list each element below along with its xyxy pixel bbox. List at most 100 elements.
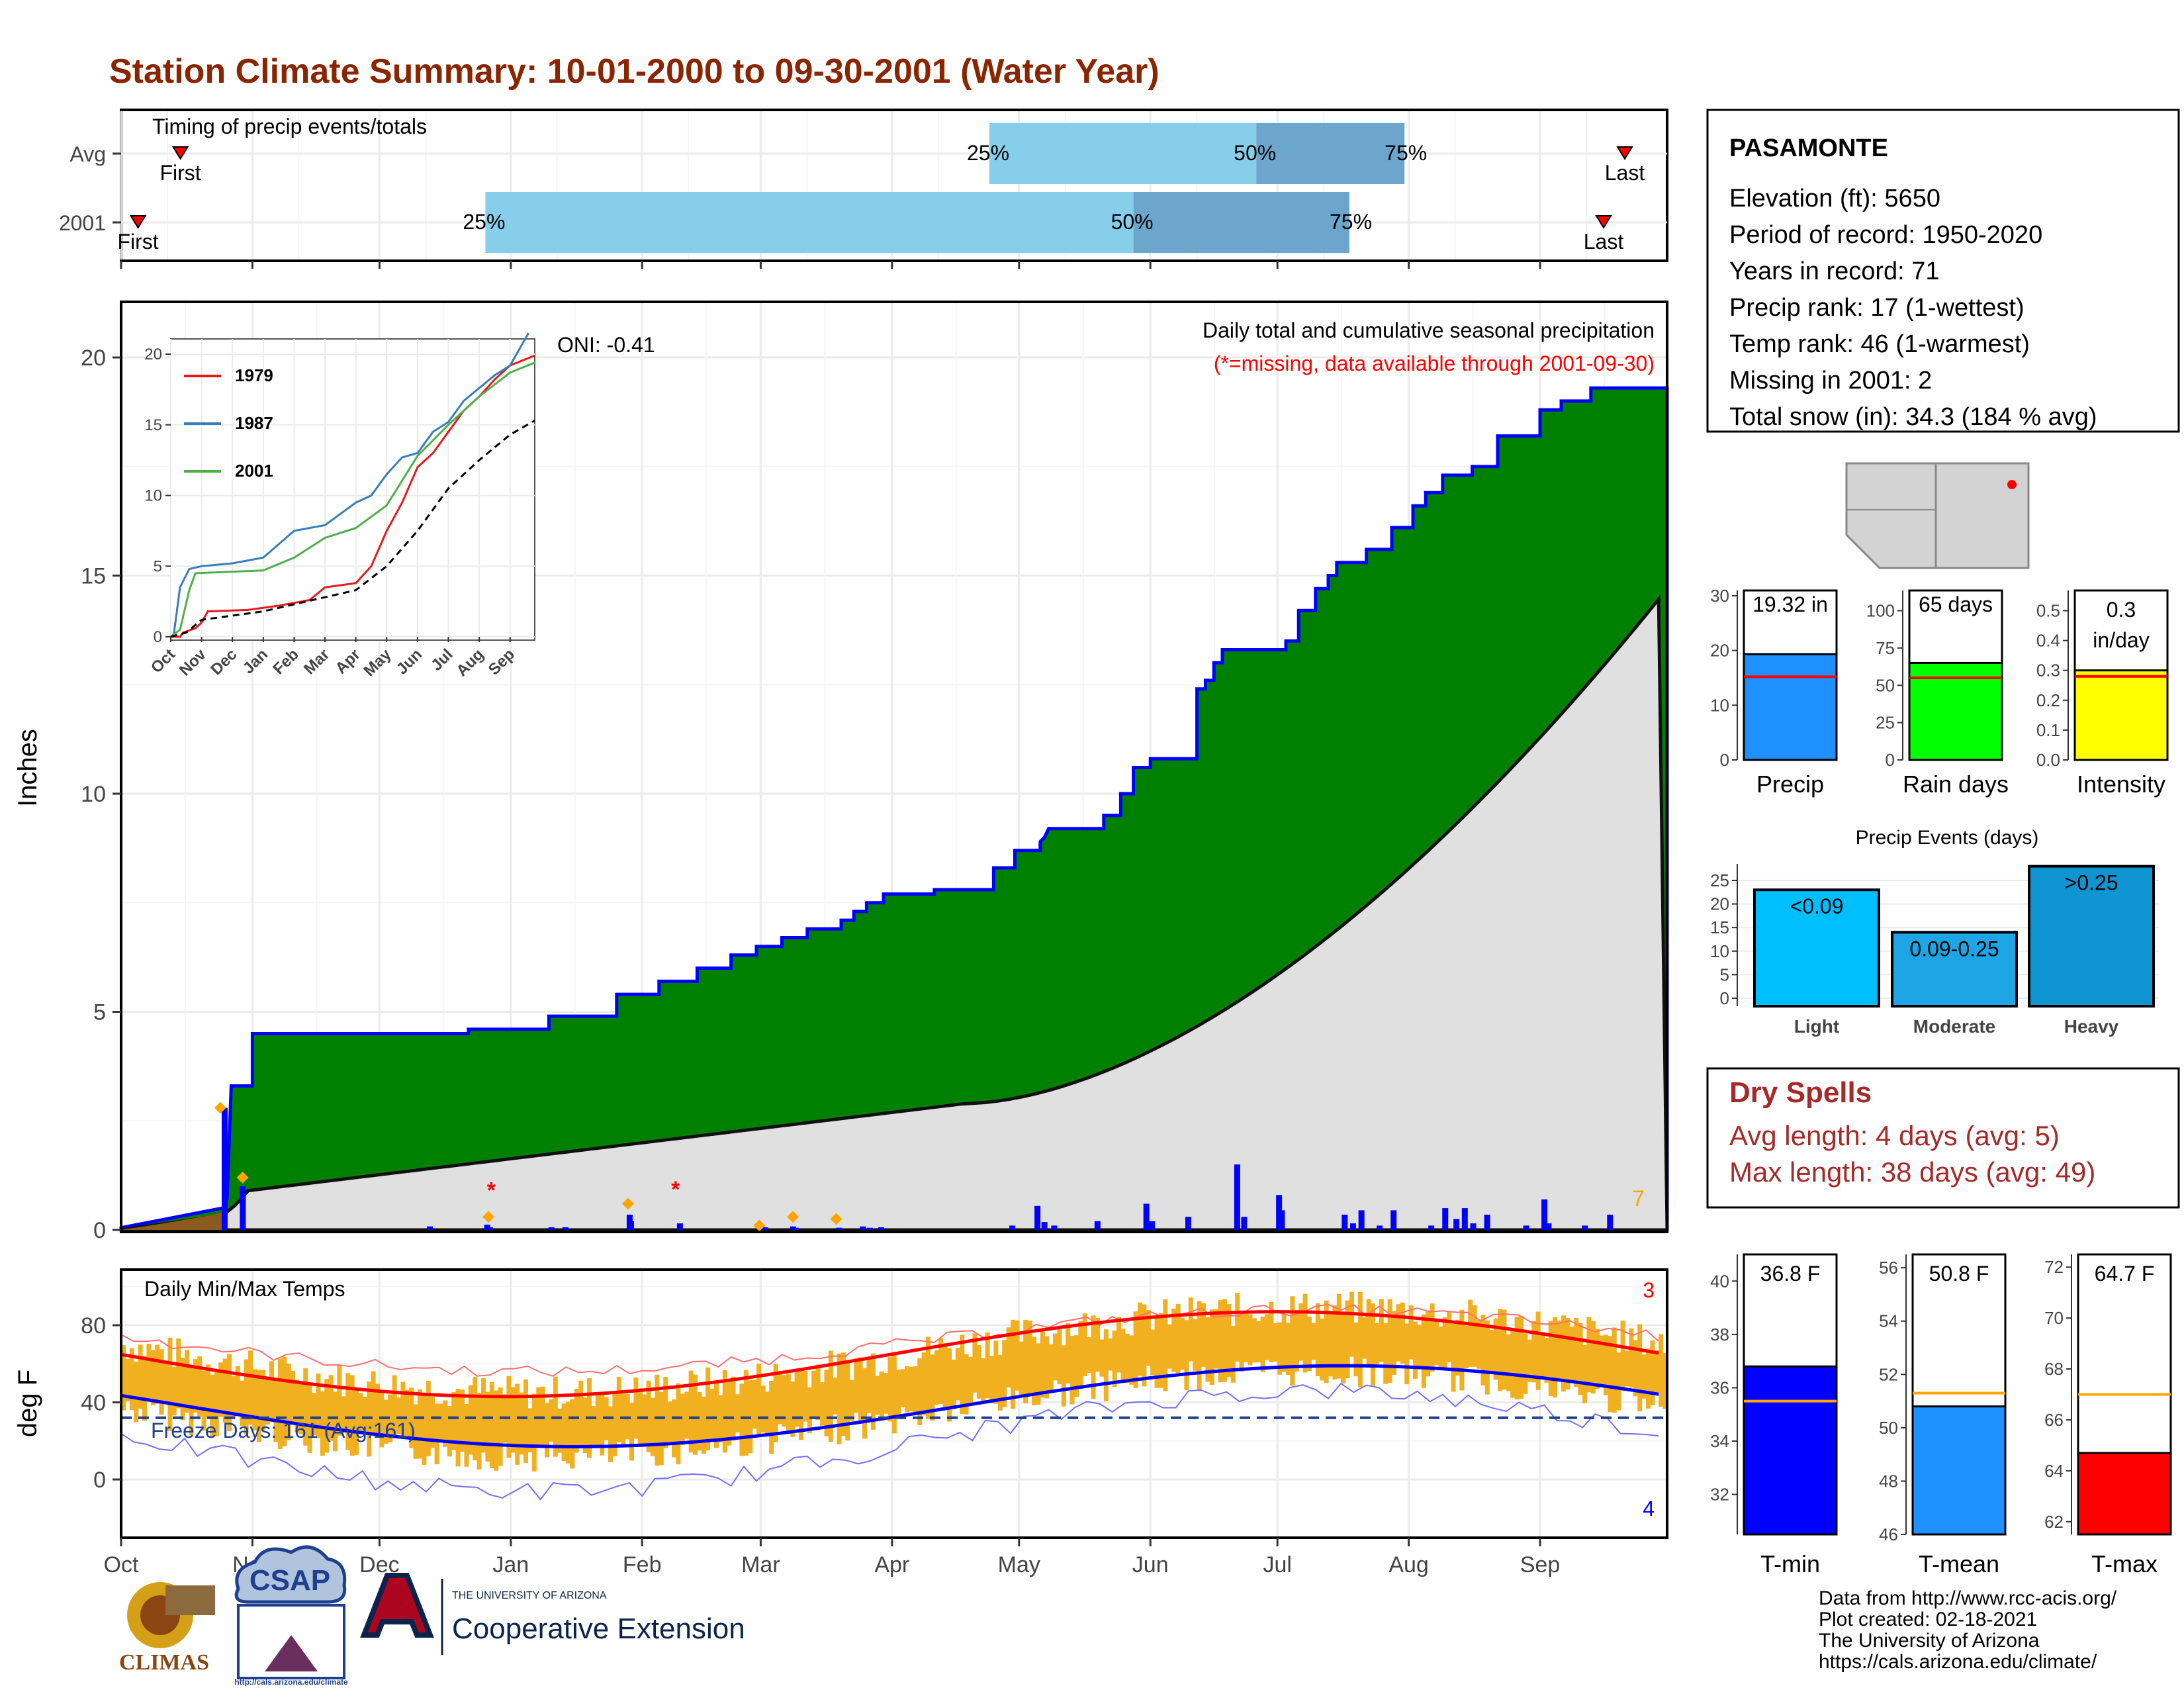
daily-temp-range-bar [680, 1393, 685, 1445]
daily-temp-range-bar [1044, 1336, 1050, 1399]
inset-series-line [169, 332, 530, 638]
summary-value-bar [2073, 669, 2169, 761]
daily-temp-range-bar [1011, 1319, 1015, 1409]
daily-temp-range-bar [1447, 1311, 1452, 1363]
daily-temp-range-bar [434, 1403, 439, 1465]
daily-temp-range-bar [1612, 1327, 1617, 1413]
summary-ytick-label: 25 [1876, 713, 1895, 733]
summary-ytick-label: 0.1 [2036, 720, 2060, 740]
inset-ytick-label: 15 [144, 416, 162, 434]
daily-temp-range-bar [743, 1370, 749, 1456]
daily-temp-range-bar [1124, 1333, 1130, 1383]
daily-temp-range-bar [1345, 1300, 1350, 1379]
daily-temp-range-bar [460, 1389, 465, 1452]
svg-text:http://cals.arizona.edu/climat: http://cals.arizona.edu/climate [234, 1677, 348, 1687]
daily-temp-range-bar [1366, 1299, 1371, 1366]
state-map [1845, 462, 2030, 569]
daily-precip-bar [562, 1227, 569, 1230]
daily-temp-range-bar [1277, 1322, 1283, 1375]
summary-ytick-label: 0.5 [2036, 601, 2060, 621]
timing-label-75: 75% [1330, 210, 1372, 234]
daily-temp-range-bar [1498, 1309, 1502, 1391]
svg-text:CSAP: CSAP [250, 1564, 330, 1597]
avg-min-line [120, 1364, 1659, 1448]
daily-temp-range-bar [252, 1369, 257, 1430]
daily-temp-range-bar [1493, 1318, 1498, 1380]
temp-value-bar [2077, 1452, 2172, 1536]
daily-temp-range-bar [1002, 1340, 1007, 1407]
daily-temp-range-bar [1608, 1336, 1613, 1413]
daily-temp-range-bar [1222, 1299, 1227, 1382]
daily-temp-range-bar [388, 1394, 393, 1442]
daily-temp-range-bar [129, 1348, 134, 1411]
daily-temp-range-bar [1404, 1323, 1410, 1385]
daily-temp-range-bar [803, 1370, 808, 1422]
daily-temp-range-bar [1569, 1327, 1574, 1383]
daily-temp-range-bar [523, 1379, 528, 1464]
daily-temp-range-bar [1620, 1320, 1625, 1391]
last-event-marker [1595, 215, 1612, 229]
temp-bar-ytick-label: 62 [2044, 1512, 2064, 1532]
figure-title: Station Climate Summary: 10-01-2000 to 0… [109, 52, 1160, 91]
month-tick-label: Jul [1263, 1552, 1291, 1577]
daily-temp-range-bar [693, 1374, 698, 1455]
daily-precip-bar [1234, 1164, 1240, 1230]
daily-precip-bar [1241, 1217, 1248, 1230]
daily-temp-range-bar [422, 1393, 427, 1465]
daily-temp-range-bar [193, 1359, 198, 1413]
last-event-marker [1616, 146, 1633, 160]
timing-label-25: 25% [967, 141, 1009, 165]
temp-bar-ytick-label: 40 [1710, 1271, 1729, 1291]
daily-temp-range-bar [1269, 1301, 1274, 1362]
svg-text:THE UNIVERSITY OF ARIZONA: THE UNIVERSITY OF ARIZONA [452, 1590, 607, 1601]
daily-temp-range-bar [1599, 1335, 1604, 1387]
daily-temp-range-bar [1205, 1317, 1210, 1382]
daily-temp-range-bar [1506, 1334, 1511, 1391]
daily-temp-range-bar [1032, 1336, 1036, 1405]
daily-temp-range-bar [684, 1391, 690, 1439]
daily-temp-range-bar [1201, 1303, 1206, 1367]
daily-temp-range-bar [608, 1406, 613, 1462]
daily-temp-range-bar [409, 1387, 414, 1448]
daily-temp-range-bar [1633, 1340, 1638, 1397]
svg-text:CLIMAS: CLIMAS [119, 1650, 209, 1675]
daily-precip-bar [486, 1227, 493, 1230]
daily-temp-range-bar [1320, 1318, 1325, 1381]
daily-temp-range-bar [663, 1377, 668, 1449]
daily-temp-range-bar [277, 1358, 283, 1449]
daily-temp-range-bar [828, 1350, 833, 1442]
summary-ytick-label: 20 [1710, 641, 1729, 661]
daily-temp-range-bar [566, 1401, 570, 1464]
inset-ytick-label: 5 [154, 557, 162, 575]
oni-label: ONI: -0.41 [557, 333, 655, 357]
daily-temp-range-bar [884, 1373, 888, 1414]
daily-temp-range-bar [760, 1385, 766, 1432]
snow-event-marker [214, 1102, 226, 1114]
daily-temp-range-bar [231, 1376, 236, 1419]
daily-temp-range-bar [1616, 1352, 1621, 1411]
daily-temp-range-bar [121, 1345, 126, 1411]
precip-ytick-label: 0 [93, 1218, 106, 1243]
precip-ytick-label: 10 [81, 782, 106, 807]
daily-temp-range-bar [1167, 1324, 1172, 1369]
precip-legend-title: Daily total and cumulative seasonal prec… [1203, 318, 1655, 342]
daily-temp-range-bar [1133, 1311, 1138, 1389]
daily-precip-bar [628, 1221, 635, 1230]
daily-temp-range-bar [214, 1370, 219, 1436]
daily-temp-range-bar [697, 1391, 702, 1451]
daily-temp-range-bar [1251, 1318, 1257, 1363]
daily-temp-range-bar [1582, 1344, 1587, 1403]
daily-temp-range-bar [298, 1383, 304, 1434]
daily-temp-range-bar [392, 1375, 397, 1438]
cumulative-avg-area [120, 594, 1669, 1232]
daily-temp-range-bar [1023, 1319, 1028, 1404]
timing-panel: Timing of precip events/totals 25% 50% 75%… [59, 109, 1668, 269]
daily-temp-range-bar [1357, 1291, 1363, 1387]
events-ytick-label: 25 [1710, 870, 1729, 890]
daily-temp-range-bar [756, 1364, 761, 1436]
timing-bar-25-50 [485, 192, 1134, 253]
daily-temp-range-bar [468, 1385, 473, 1455]
daily-temp-range-bar [561, 1403, 567, 1462]
daily-temp-range-bar [180, 1358, 185, 1421]
daily-temp-range-bar [1625, 1350, 1629, 1387]
